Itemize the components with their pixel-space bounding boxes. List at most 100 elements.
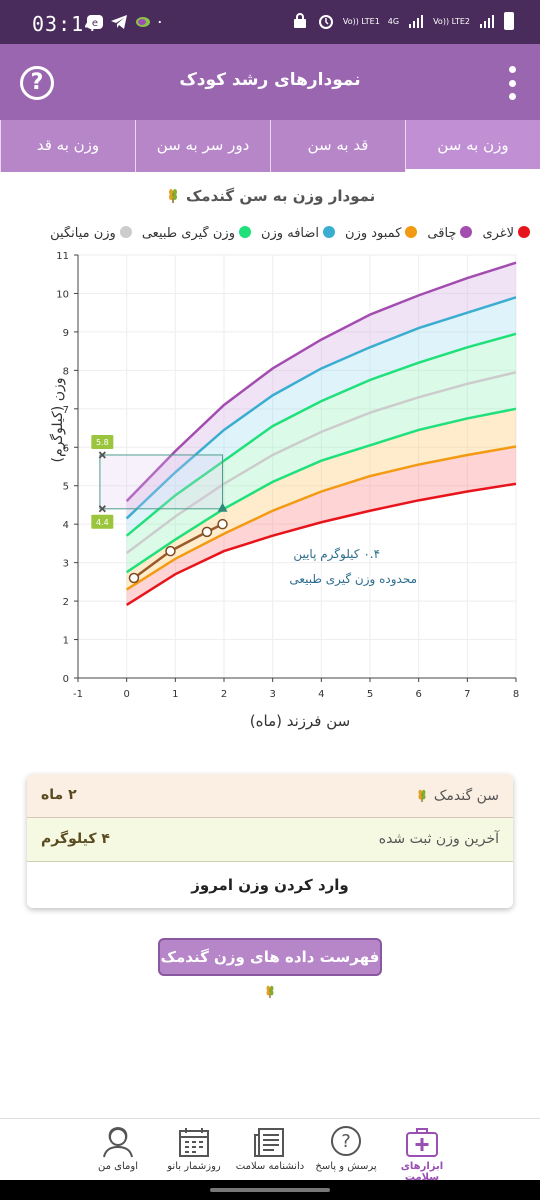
percentile-curve [125, 332, 517, 537]
percentile-band [126, 297, 517, 536]
age-row: سن گندمک ۲ ماه [27, 774, 513, 818]
range-x-marker [98, 451, 106, 459]
last-weight-label: آخرین وزن ثبت شده [378, 831, 499, 847]
y-tick-label: 10 [56, 289, 69, 300]
expected-weight-marker [217, 502, 228, 512]
status-notification-icons: e [86, 14, 166, 30]
child-weight-point [201, 526, 213, 538]
chart-tabs: وزن به سن قد به سن دور سر به سن وزن به ق… [0, 120, 540, 172]
y-tick-label: 1 [63, 636, 69, 647]
question-bubble-icon: ? [331, 1126, 361, 1156]
below-range-annotation: ۰.۴ کیلوگرم پایین [293, 547, 380, 562]
overflow-menu-button[interactable] [508, 66, 516, 100]
chart-title: نمودار وزن به سن گندمک [0, 186, 540, 205]
x-tick-label: 3 [269, 689, 275, 700]
home-handle[interactable] [210, 1188, 330, 1192]
x-tick-label: 6 [415, 689, 421, 700]
legend-label: لاغری [482, 226, 514, 241]
legend-dot-icon [323, 226, 336, 238]
help-button[interactable]: ? [20, 66, 54, 100]
chart-title-text: نمودار وزن به سن گندمک [185, 187, 376, 205]
nav-my-profile[interactable]: اومای من [80, 1119, 156, 1180]
child-weight-point [128, 572, 140, 584]
legend-dot-icon [238, 226, 251, 238]
y-tick-label: 3 [63, 559, 69, 570]
y-tick-label: 11 [56, 251, 69, 262]
signal-icon-2 [480, 15, 494, 28]
network-type: 4G [387, 16, 400, 26]
status-indicators: Vo)) LTE1 4G Vo)) LTE2 [291, 12, 514, 30]
child-weight-line [133, 523, 224, 580]
dot-icon [158, 20, 161, 24]
y-tick-label: 8 [63, 366, 69, 377]
medical-kit-icon [406, 1128, 438, 1157]
weight-data-list-label: فهرست داده های وزن گندمک [160, 948, 380, 966]
lock-icon [293, 13, 306, 28]
percentile-curve [125, 445, 517, 591]
age-label: سن گندمک [415, 787, 499, 804]
x-tick-label: 0 [123, 689, 129, 700]
legend-item: وزن میانگین [50, 226, 132, 241]
legend-item: وزن گیری طبیعی [142, 226, 251, 241]
y-tick-label: 9 [63, 328, 69, 339]
nav-encyclopedia-label: دانشنامه سلامت [235, 1161, 305, 1172]
percentile-curve [125, 371, 517, 555]
weight-data-list-button[interactable]: فهرست داده های وزن گندمک [158, 938, 382, 998]
x-axis-label: سن فرزند (ماه) [249, 712, 351, 730]
legend-dot-icon [518, 226, 530, 238]
wheat-icon [168, 189, 177, 203]
child-info-card: سن گندمک ۲ ماه آخرین وزن ثبت شده ۴ کیلوگ… [27, 774, 513, 908]
legend-dot-icon [460, 226, 473, 238]
range-label-text: 4.4 [96, 518, 109, 527]
sim2-indicator: Vo)) LTE2 [433, 16, 470, 26]
status-time: 03:14 [32, 12, 98, 36]
percentile-curve [125, 296, 517, 520]
percentile-band [126, 262, 517, 519]
tab-weight-for-height[interactable]: وزن به قد [0, 120, 135, 172]
y-tick-label: 7 [63, 405, 69, 416]
legend-label: وزن گیری طبیعی [141, 226, 235, 241]
legend-label: چاقی [427, 226, 457, 241]
legend-dot-icon [405, 226, 418, 238]
nav-questions[interactable]: ? پرسش و پاسخ [308, 1119, 384, 1180]
legend-item: اضافه وزن [261, 226, 336, 241]
telegram-icon [111, 15, 127, 29]
legend-item: لاغری [482, 226, 530, 241]
alarm-icon [318, 15, 333, 29]
enter-weight-button[interactable]: وارد کردن وزن امروز [27, 862, 513, 908]
battery-icon [504, 12, 514, 30]
last-weight-value: ۴ کیلوگرم [41, 831, 110, 847]
tab-height-for-age[interactable]: قد به سن [270, 120, 405, 172]
range-label-badge [91, 514, 114, 529]
y-axis-label: وزن (کیلوگرم) [50, 377, 66, 463]
normal-range-box [99, 454, 224, 510]
x-tick-label: 2 [221, 689, 227, 700]
legend-label: وزن میانگین [50, 226, 116, 241]
percentile-band [126, 446, 517, 605]
leaf-app-icon [136, 17, 150, 27]
percentile-band [126, 408, 517, 590]
svg-text:?: ? [341, 1131, 351, 1152]
nav-calendar[interactable]: روزشمار بانو [156, 1119, 232, 1180]
svg-text:e: e [92, 18, 98, 29]
weight-for-age-chart: 0 1 2 3 4 5 6 7 8 9 10 11 -1 0 1 2 3 4 5 6 7 8 5.8 4.4 ۰.۴ کیلوگ… [56, 251, 519, 700]
sim1-indicator: Vo)) LTE1 [342, 16, 380, 26]
y-tick-label: 6 [63, 443, 69, 454]
nav-my-profile-label: اومای من [98, 1161, 138, 1172]
nav-encyclopedia[interactable]: دانشنامه سلامت [232, 1119, 308, 1180]
legend-label: کمبود وزن [345, 226, 402, 241]
status-bar: 03:14 e Vo)) LTE1 4G Vo)) LTE2 [0, 0, 540, 44]
normal-range-annotation: محدوده وزن گیری طبیعی [289, 572, 417, 587]
x-tick-label: 7 [464, 689, 470, 700]
x-tick-label: 4 [318, 689, 324, 700]
tab-head-circumference-for-age[interactable]: دور سر به سن [135, 120, 270, 172]
wheat-icon [418, 789, 426, 802]
tab-weight-for-age[interactable]: وزن به سن [405, 120, 540, 172]
nav-calendar-label: روزشمار بانو [167, 1161, 221, 1172]
wheat-icon [266, 985, 274, 998]
nav-health-tools[interactable]: ابزارهای سلامت [384, 1119, 460, 1183]
percentile-band [126, 372, 517, 573]
y-tick-label: 4 [63, 520, 69, 531]
bottom-navigation: ابزارهای سلامت ? پرسش و پاسخ دانشنامه سل… [0, 1118, 540, 1183]
browser-icon: e [87, 15, 103, 29]
